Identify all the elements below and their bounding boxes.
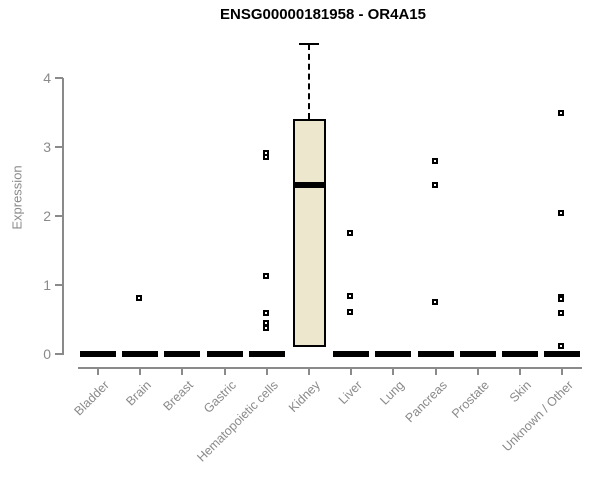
- y-axis-line: [62, 78, 64, 355]
- outlier-point: [558, 110, 565, 117]
- collapsed-box: [502, 351, 538, 357]
- outlier-point: [347, 293, 354, 300]
- outlier-point: [262, 309, 269, 316]
- outlier-point: [262, 273, 269, 280]
- y-axis-tick: [55, 77, 63, 79]
- outlier-point: [136, 295, 143, 302]
- y-axis-label: Expression: [9, 165, 25, 230]
- outlier-point: [431, 299, 438, 306]
- y-tick-label: 1: [43, 277, 51, 293]
- y-axis-tick: [55, 146, 63, 148]
- x-axis-tick: [308, 368, 310, 375]
- collapsed-box: [459, 351, 496, 357]
- y-axis-tick: [55, 215, 63, 217]
- x-axis-tick: [350, 368, 353, 375]
- collapsed-box: [375, 351, 412, 357]
- outlier-point: [558, 210, 565, 217]
- outlier-point: [262, 153, 269, 160]
- collapsed-box: [122, 351, 159, 357]
- outlier-point: [558, 296, 565, 303]
- box-plot-box: [292, 119, 326, 348]
- collapsed-box: [544, 351, 581, 357]
- x-axis-tick: [139, 368, 142, 375]
- collapsed-box: [417, 351, 454, 357]
- x-axis-tick: [265, 368, 268, 375]
- y-axis-tick: [55, 353, 63, 355]
- x-axis-tick: [476, 368, 479, 375]
- outlier-point: [431, 157, 438, 164]
- outlier-point: [558, 342, 565, 349]
- x-axis-tick: [561, 368, 564, 375]
- collapsed-box: [206, 351, 243, 357]
- y-tick-label: 3: [43, 139, 51, 155]
- collapsed-box: [80, 351, 116, 357]
- median-line: [292, 181, 326, 188]
- outlier-point: [262, 319, 269, 326]
- whisker: [308, 43, 310, 120]
- collapsed-box: [248, 351, 285, 357]
- y-tick-label: 2: [43, 208, 51, 224]
- chart-title: ENSG00000181958 - OR4A15: [220, 6, 426, 23]
- x-axis-tick: [181, 368, 184, 375]
- x-axis-tick: [519, 368, 521, 375]
- x-axis-tick: [223, 368, 226, 375]
- outlier-point: [347, 230, 354, 237]
- whisker-cap: [299, 42, 319, 45]
- x-axis-tick: [434, 368, 437, 375]
- y-tick-label: 4: [43, 70, 51, 86]
- outlier-point: [347, 308, 354, 315]
- y-axis-tick: [55, 284, 63, 286]
- collapsed-box: [164, 351, 201, 357]
- collapsed-box: [333, 351, 370, 357]
- y-tick-label: 0: [43, 346, 51, 362]
- x-axis-tick: [97, 368, 99, 375]
- x-axis-line: [78, 367, 582, 369]
- outlier-point: [262, 325, 269, 332]
- x-axis-tick: [392, 368, 395, 375]
- outlier-point: [558, 310, 565, 317]
- outlier-point: [431, 181, 438, 188]
